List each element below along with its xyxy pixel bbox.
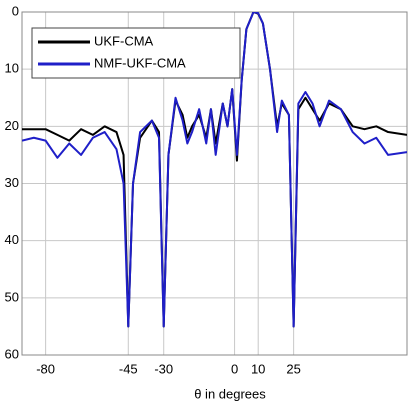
y-tick-label: 20 <box>5 118 19 133</box>
y-tick-label: 0 <box>12 3 19 18</box>
plot-frame <box>21 11 408 356</box>
x-tick-label: 10 <box>251 361 265 376</box>
y-tick-label: 40 <box>5 232 19 247</box>
series-line <box>22 12 407 328</box>
y-tick-label: 60 <box>5 346 19 361</box>
x-tick-label: -45 <box>119 361 138 376</box>
y-tick-label: 10 <box>5 61 19 76</box>
x-tick-label: 0 <box>231 361 238 376</box>
x-tick-label: -80 <box>36 361 55 376</box>
x-tick-label: -30 <box>154 361 173 376</box>
legend-label: UKF-CMA <box>94 33 154 48</box>
x-axis-label: θ in degrees <box>194 386 266 401</box>
x-tick-label: 25 <box>286 361 300 376</box>
legend-box <box>31 27 241 79</box>
y-tick-label: 50 <box>5 289 19 304</box>
legend-label: NMF-UKF-CMA <box>94 55 186 70</box>
y-tick-label: 30 <box>5 175 19 190</box>
